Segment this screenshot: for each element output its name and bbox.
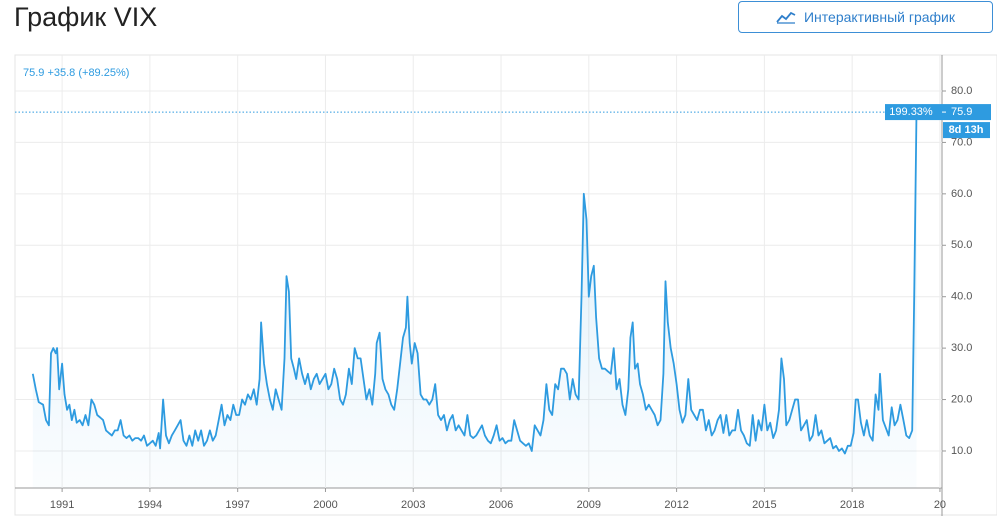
x-tick-label: 2015 <box>752 499 776 511</box>
legend-text: 75.9 +35.8 (+89.25%) <box>23 67 129 79</box>
y-tick-label: 60.0 <box>951 188 972 200</box>
button-label: Интерактивный график <box>803 9 955 25</box>
y-tick-label: 50.0 <box>951 239 972 251</box>
y-tick-label: 30.0 <box>951 342 972 354</box>
chart-icon <box>776 11 796 24</box>
y-tick-label: 20.0 <box>951 393 972 405</box>
price-tag-value: 75.9 <box>951 106 972 118</box>
area-fill <box>32 112 917 488</box>
x-tick-label: 1991 <box>50 499 74 511</box>
x-tick-label: 20 <box>934 499 946 511</box>
y-tick-label: 80.0 <box>951 85 972 97</box>
vix-line <box>31 112 918 455</box>
x-tick-label: 1997 <box>225 499 249 511</box>
page-title: График VIX <box>14 2 158 32</box>
x-tick-label: 2018 <box>840 499 864 511</box>
y-tick-label: 40.0 <box>951 291 972 303</box>
interactive-chart-button[interactable]: Интерактивный график <box>738 1 993 33</box>
y-tick-label: 10.0 <box>951 445 972 457</box>
price-tag-percent: 199.33% <box>889 106 933 118</box>
countdown: 8d 13h <box>949 124 984 136</box>
x-tick-label: 2003 <box>401 499 425 511</box>
countdown-box <box>943 122 990 139</box>
x-tick-label: 2000 <box>313 499 337 511</box>
x-tick-label: 2006 <box>489 499 513 511</box>
x-tick-label: 2009 <box>577 499 601 511</box>
x-tick-label: 2012 <box>664 499 688 511</box>
x-tick-label: 1994 <box>138 499 162 511</box>
chart-frame <box>14 54 997 516</box>
price-tag-box <box>885 104 991 121</box>
y-tick-label: 70.0 <box>951 136 972 148</box>
